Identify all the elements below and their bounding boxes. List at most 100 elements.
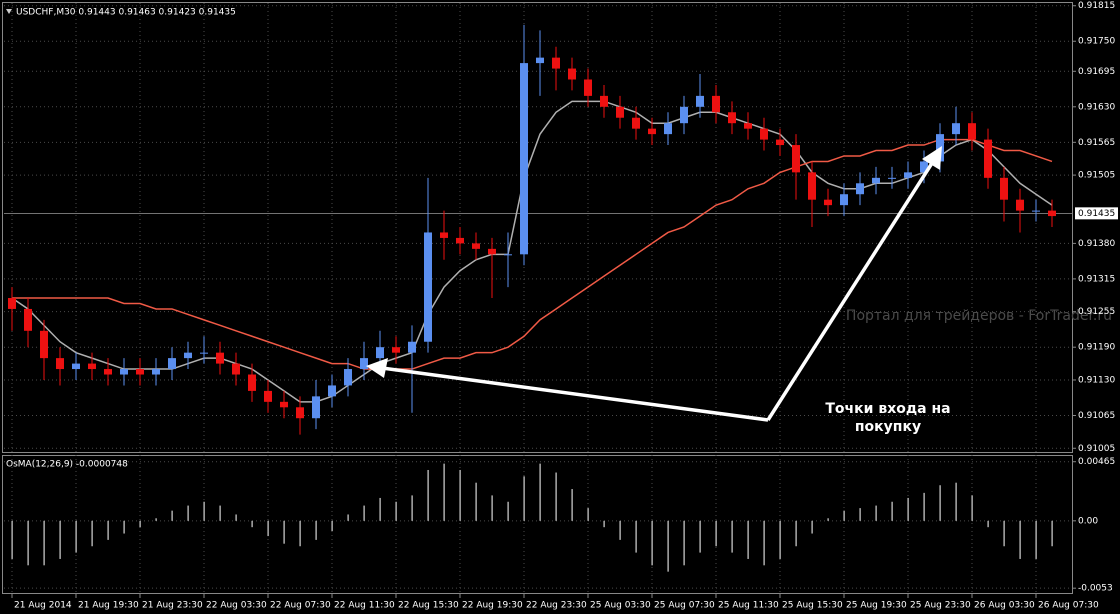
y-tick-label: 0.91315: [1078, 274, 1115, 284]
histogram-bar: [987, 520, 989, 528]
candle-body: [136, 369, 144, 375]
histogram-bar: [795, 520, 797, 547]
x-tick-label: 25 Aug 23:30: [910, 601, 971, 611]
candle-body: [360, 358, 368, 370]
histogram-bar: [203, 501, 205, 521]
histogram-bar: [1003, 520, 1005, 547]
y-tick-label: 0.91505: [1078, 171, 1115, 181]
histogram-bar: [859, 508, 861, 521]
histogram-bar: [59, 520, 61, 559]
histogram-bar: [539, 463, 541, 521]
candle-body: [552, 57, 560, 69]
histogram-bar: [907, 497, 909, 521]
histogram-bar: [411, 495, 413, 521]
histogram-bar: [459, 469, 461, 521]
arrow-line: [381, 366, 769, 422]
candle-body: [856, 183, 864, 195]
candle-body: [904, 172, 912, 178]
chart-title: USDCHF,M30 0.91443 0.91463 0.91423 0.914…: [16, 8, 236, 18]
histogram-bar: [811, 520, 813, 534]
candle-body: [648, 128, 656, 135]
histogram-bar: [603, 520, 605, 528]
histogram-bar: [955, 482, 957, 521]
candle-body: [312, 396, 320, 419]
candle-body: [296, 407, 304, 419]
candle-body: [472, 243, 480, 249]
y-tick-label: 0.91190: [1078, 343, 1115, 353]
candle-body: [488, 248, 496, 255]
histogram-bar: [187, 505, 189, 521]
candle-body: [808, 172, 816, 200]
y-tick-label: 0.00465: [1078, 457, 1115, 467]
x-tick-label: 25 Aug 11:30: [718, 601, 779, 611]
candle-body: [104, 369, 112, 375]
histogram-bar: [683, 520, 685, 566]
histogram-bar: [651, 520, 653, 566]
histogram-bar: [923, 492, 925, 521]
candle-body: [840, 194, 848, 206]
histogram-bar: [267, 520, 269, 537]
candle-body: [200, 352, 208, 354]
histogram-bar: [843, 510, 845, 521]
histogram-bar: [171, 510, 173, 521]
candle-body: [1032, 210, 1040, 212]
histogram-bar: [875, 505, 877, 521]
y-tick-label: 0.91380: [1078, 239, 1115, 249]
y-tick-label: -0.0053: [1078, 584, 1113, 594]
candle-body: [1048, 210, 1056, 217]
y-tick-label: 0.91065: [1078, 411, 1115, 421]
candle-body: [440, 232, 448, 238]
arrows: [366, 146, 942, 422]
histogram-bar: [107, 520, 109, 540]
histogram-bar: [715, 520, 717, 547]
candle-body: [968, 123, 976, 140]
histogram-bar: [619, 520, 621, 540]
x-tick-label: 26 Aug 03:30: [974, 601, 1035, 611]
candle-body: [984, 139, 992, 178]
histogram-bar: [555, 472, 557, 521]
candle-body: [72, 363, 80, 370]
histogram-bar: [91, 520, 93, 547]
moving-average: [11, 100, 1053, 403]
histogram-bar: [571, 489, 573, 521]
y-tick-label: 0.91130: [1078, 375, 1115, 385]
histogram-bar: [827, 518, 829, 521]
indicator-frame: [2, 455, 1073, 594]
histogram-bar: [395, 501, 397, 521]
moving-average: [12, 138, 1053, 370]
candle-body: [408, 341, 416, 353]
price-label: 0.91435: [1078, 209, 1115, 219]
y-tick-label: 0.91630: [1078, 102, 1115, 112]
x-tick-label: 21 Aug 23:30: [142, 601, 203, 611]
candle-body: [232, 363, 240, 375]
candle-body: [776, 139, 784, 146]
y-tick-label: 0.91005: [1078, 444, 1115, 454]
y-tick-label: 0.91695: [1078, 67, 1115, 77]
candle-body: [344, 369, 352, 386]
histogram-bar: [11, 520, 13, 559]
x-tick-label: 25 Aug 19:30: [846, 601, 907, 611]
histogram-bar: [891, 501, 893, 521]
indicator-title: OsMA(12,26,9) -0.0000748: [6, 460, 128, 470]
histogram-bar: [1051, 520, 1053, 547]
x-tick-label: 25 Aug 15:30: [782, 601, 843, 611]
candle-body: [568, 68, 576, 80]
candle-body: [56, 358, 64, 370]
grid: [4, 3, 1076, 598]
candle-body: [392, 347, 400, 353]
histogram-bar: [779, 520, 781, 559]
candle-body: [8, 298, 16, 309]
x-tick-label: 22 Aug 07:30: [270, 601, 331, 611]
candle-body: [120, 369, 128, 375]
histogram-bar: [699, 520, 701, 553]
histogram-bar: [427, 469, 429, 521]
x-tick-label: 25 Aug 03:30: [590, 601, 651, 611]
candle-body: [1016, 199, 1024, 211]
histogram-bar: [235, 514, 237, 521]
candle-body: [24, 308, 32, 331]
histogram-bar: [315, 520, 317, 540]
histogram-bar: [1035, 520, 1037, 559]
histogram-bar: [523, 476, 525, 521]
